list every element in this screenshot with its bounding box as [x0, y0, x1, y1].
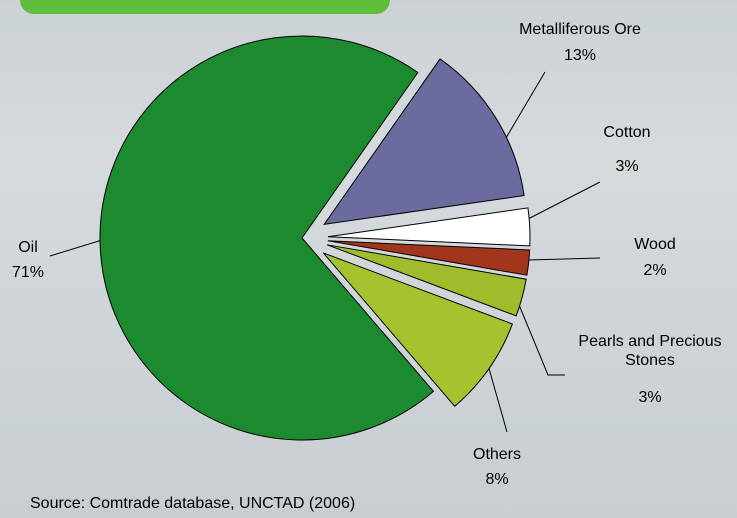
slice-label: Pearls and Precious Stones	[578, 333, 722, 369]
slice-label: Others	[472, 446, 522, 463]
slice-value-label: 3%	[638, 389, 662, 406]
slice-value-label: 2%	[643, 262, 667, 279]
pie-slice	[99, 35, 435, 441]
header-bar	[20, 0, 390, 14]
slice-label: Metalliferous Ore	[519, 21, 641, 38]
slice-value-label: 71%	[11, 264, 45, 281]
slice-value-label: 8%	[485, 471, 509, 488]
slice-label: Wood	[634, 236, 676, 253]
pie-slice	[326, 244, 527, 317]
slice-value-label: 13%	[563, 47, 597, 64]
slice-label: Oil	[18, 239, 38, 256]
pie-slice	[323, 58, 525, 226]
pie-slice	[322, 252, 514, 407]
slice-value-label: 3%	[615, 158, 639, 175]
pie-slice	[327, 207, 531, 247]
slice-label: Cotton	[603, 124, 651, 141]
pie-slice	[327, 240, 531, 276]
source-note: Source: Comtrade database, UNCTAD (2006)	[30, 495, 356, 512]
